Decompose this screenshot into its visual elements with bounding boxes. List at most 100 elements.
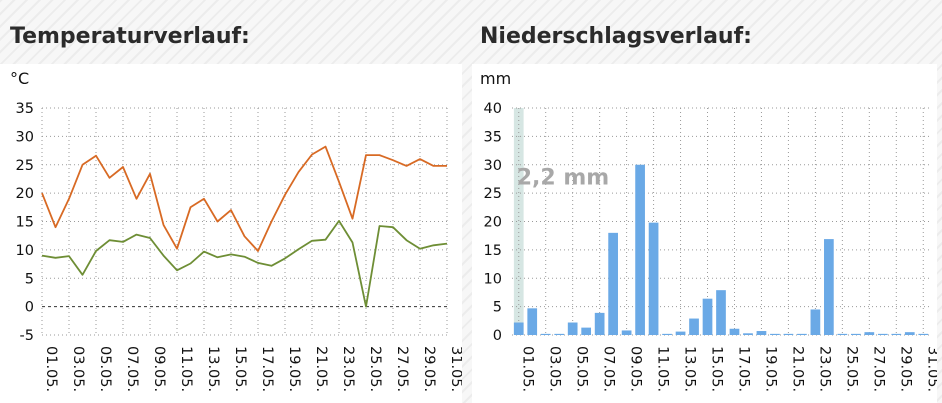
precipitation-y-tick: 15 — [484, 243, 502, 259]
precipitation-highlight-band — [513, 108, 524, 335]
temperature-grid — [41, 107, 448, 336]
precipitation-y-tick: 30 — [484, 158, 502, 174]
precipitation-bar — [770, 333, 780, 335]
temperature-x-tick: 17.05. — [259, 346, 275, 392]
temperature-y-tick: 15 — [16, 215, 34, 231]
precipitation-bar — [621, 330, 632, 335]
temperature-y-tick: -5 — [20, 328, 34, 344]
precipitation-x-tick: 09.05. — [628, 346, 644, 392]
temperature-y-tick: 0 — [25, 300, 34, 316]
precipitation-x-tick: 29.05. — [897, 346, 913, 392]
precipitation-bar — [918, 333, 929, 335]
temperature-x-tick: 01.05. — [43, 346, 59, 392]
temperature-x-tick: 15.05. — [232, 346, 248, 392]
precipitation-x-tick: 07.05. — [601, 346, 617, 392]
precipitation-bar — [594, 312, 605, 335]
temperature-chart-title: Temperaturverlauf: — [10, 24, 250, 49]
temperature-x-tick: 27.05. — [394, 346, 410, 392]
precipitation-highlight — [513, 108, 524, 335]
temperature-y-axis: -5 0 5 10 15 20 25 30 35 — [16, 101, 34, 344]
precipitation-chart-background — [472, 64, 937, 403]
precipitation-x-tick: 13.05. — [682, 346, 698, 392]
precipitation-y-tick: 25 — [484, 186, 502, 202]
temperature-series — [41, 145, 448, 308]
precipitation-bar — [743, 333, 753, 335]
temperature-x-tick: 07.05. — [124, 346, 140, 392]
precipitation-bar — [702, 298, 713, 335]
precipitation-x-tick: 27.05. — [870, 346, 886, 392]
precipitation-bar — [513, 322, 524, 335]
temperature-x-tick: 29.05. — [421, 346, 437, 392]
precipitation-bar — [540, 333, 551, 335]
temperature-x-tick: 31.05. — [448, 346, 462, 392]
precipitation-bar — [864, 332, 875, 335]
precipitation-x-tick: 05.05. — [574, 346, 590, 392]
temperature-x-tick: 11.05. — [178, 346, 194, 392]
precipitation-y-tick: 35 — [484, 129, 502, 145]
precipitation-bar — [567, 322, 578, 335]
temperature-x-axis: 01.05. 03.05. 05.05. 07.05. 09.05. 11.05. 13.0… — [43, 346, 462, 392]
temperature-y-tick: 20 — [16, 186, 34, 202]
precipitation-x-tick: 15.05. — [709, 346, 725, 392]
precipitation-y-axis: 0 5 10 15 20 25 30 35 40 — [484, 101, 502, 344]
temperature-unit-label: °C — [10, 69, 29, 88]
precipitation-bar — [608, 232, 618, 335]
precipitation-bar — [810, 309, 821, 335]
precipitation-bar — [648, 222, 659, 335]
precipitation-y-tick: 40 — [484, 101, 502, 117]
precipitation-x-tick: 21.05. — [789, 346, 805, 392]
temperature-x-tick: 21.05. — [313, 346, 329, 392]
precipitation-bar — [824, 239, 834, 335]
precipitation-x-tick: 19.05. — [762, 346, 778, 392]
temperature-y-tick: 30 — [16, 129, 34, 145]
temperature-y-tick: 25 — [16, 158, 34, 174]
temperature-x-tick: 05.05. — [97, 346, 113, 392]
precipitation-bar — [797, 333, 807, 335]
precipitation-bar — [675, 331, 686, 335]
temperature-x-tick: 25.05. — [367, 346, 383, 392]
precipitation-chart-title: Niederschlagsverlauf: — [480, 24, 752, 49]
temperature-y-tick: 5 — [25, 271, 34, 287]
temperature-x-tick: 23.05. — [340, 346, 356, 392]
precipitation-annotation: 2,2 mm — [517, 166, 609, 191]
precipitation-y-tick: 10 — [484, 271, 502, 287]
precipitation-bar — [554, 333, 565, 335]
precipitation-bar — [716, 290, 726, 335]
temperature-y-tick: 10 — [16, 243, 34, 259]
precipitation-chart: mm 0 5 10 15 20 25 30 35 40 01.05. 03.05. 05.05. 07… — [472, 64, 937, 403]
precipitation-x-tick: 17.05. — [735, 346, 751, 392]
precipitation-bar — [783, 333, 794, 335]
precipitation-bar — [837, 333, 848, 335]
precipitation-unit-label: mm — [480, 69, 511, 88]
precipitation-bar — [850, 333, 861, 335]
precipitation-bars — [513, 164, 929, 335]
precipitation-bar — [635, 164, 645, 335]
temperature-x-tick: 03.05. — [70, 346, 86, 392]
precipitation-bar — [756, 331, 767, 335]
precipitation-x-tick: 23.05. — [816, 346, 832, 392]
precipitation-bar — [662, 333, 672, 335]
precipitation-y-tick: 0 — [493, 328, 502, 344]
temperature-x-tick: 09.05. — [151, 346, 167, 392]
precipitation-x-tick: 01.05. — [520, 346, 536, 392]
precipitation-bar — [877, 333, 888, 335]
temperature-min-line — [41, 219, 448, 308]
temperature-y-tick: 35 — [16, 101, 34, 117]
precipitation-bar — [891, 333, 902, 335]
temperature-max-line — [41, 145, 447, 252]
precipitation-bar — [581, 327, 592, 335]
temperature-x-tick: 19.05. — [286, 346, 302, 392]
precipitation-x-tick: 03.05. — [547, 346, 563, 392]
temperature-chart: °C -5 0 5 10 15 20 25 30 35 01.05. 03.05. 05.05. 07… — [0, 64, 462, 403]
temperature-chart-background — [0, 64, 462, 403]
precipitation-x-tick: 31.05. — [924, 346, 937, 392]
precipitation-bar — [527, 308, 538, 335]
precipitation-bar — [689, 318, 699, 335]
temperature-x-tick: 13.05. — [205, 346, 221, 392]
precipitation-y-tick: 20 — [484, 215, 502, 231]
precipitation-x-tick: 25.05. — [843, 346, 859, 392]
precipitation-bar — [904, 332, 915, 335]
precipitation-x-tick: 11.05. — [655, 346, 671, 392]
precipitation-x-axis: 01.05. 03.05. 05.05. 07.05. 09.05. 11.05. 13.0… — [520, 346, 937, 392]
precipitation-bar — [729, 328, 740, 335]
